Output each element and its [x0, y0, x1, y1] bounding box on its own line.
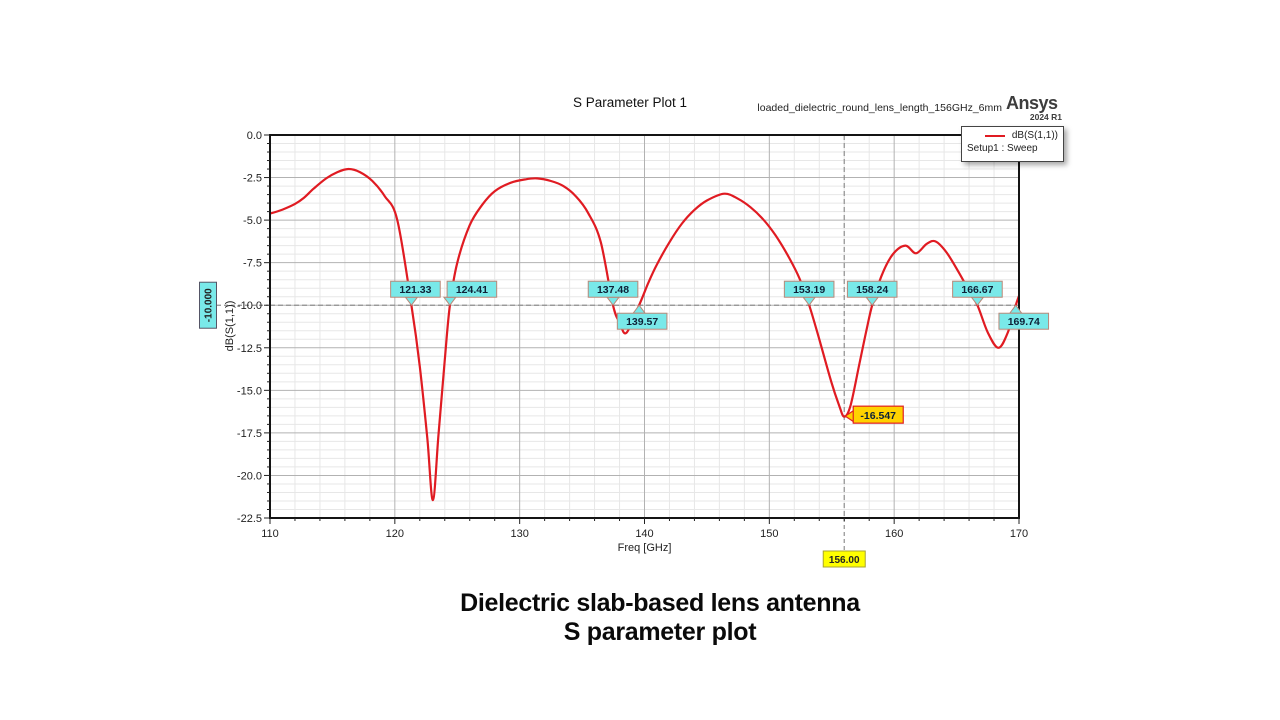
- x-tick-label: 130: [510, 528, 528, 540]
- svg-text:-16.547: -16.547: [860, 410, 896, 422]
- svg-text:158.24: 158.24: [856, 284, 888, 296]
- svg-text:156.00: 156.00: [829, 555, 860, 566]
- legend-trace-label: dB(S(1,1)): [1011, 130, 1058, 141]
- svg-text:137.48: 137.48: [597, 284, 629, 296]
- x-tick-label: 110: [261, 528, 279, 540]
- band-marker-137.48[interactable]: 137.48: [587, 280, 639, 307]
- svg-text:169.74: 169.74: [1008, 316, 1040, 328]
- band-marker-153.19[interactable]: 153.19: [783, 280, 835, 307]
- band-marker-121.33[interactable]: 121.33: [390, 280, 441, 307]
- x-tick-label: 140: [635, 528, 653, 540]
- legend-box[interactable]: dB(S(1,1)) Setup1 : Sweep: [961, 126, 1064, 162]
- axis-ticks: 110 120 130 140 150 160 170 0.0 -2.5 -5.0 -7.5 -10.…: [237, 130, 1028, 540]
- y-axis-title: dB(S(1,1)): [224, 301, 236, 352]
- ansys-brand-text: Ansys: [1006, 93, 1058, 113]
- svg-text:139.57: 139.57: [626, 316, 658, 328]
- legend-trace-row[interactable]: dB(S(1,1)): [967, 130, 1058, 141]
- svg-text:124.41: 124.41: [456, 284, 488, 296]
- y-tick-label: -22.5: [237, 513, 262, 525]
- ansys-logo: Ansys 2024 R1: [1006, 94, 1062, 122]
- reference-lines: [217, 135, 1019, 551]
- y-tick-label: -2.5: [243, 173, 262, 185]
- x-tick-label: 170: [1010, 528, 1028, 540]
- y-ref-label[interactable]: -10.000: [199, 281, 217, 329]
- x-axis-title: Freq [GHz]: [618, 542, 672, 554]
- svg-text:166.67: 166.67: [961, 284, 993, 296]
- band-marker-139.57[interactable]: 139.57: [616, 304, 668, 330]
- y-tick-label: -17.5: [237, 428, 262, 440]
- y-tick-label: -15.0: [237, 385, 262, 397]
- design-name-label: loaded_dielectric_round_lens_length_156G…: [757, 102, 1002, 114]
- y-tick-label: -5.0: [243, 215, 262, 227]
- x-ref-label[interactable]: 156.00: [822, 550, 866, 568]
- band-marker-169.74[interactable]: 169.74: [998, 304, 1050, 330]
- y-tick-label: -10.0: [237, 300, 262, 312]
- grid-major: [270, 135, 1019, 518]
- y-tick-label: 0.0: [247, 130, 262, 142]
- y-tick-label: -20.0: [237, 470, 262, 482]
- band-marker-158.24[interactable]: 158.24: [846, 280, 898, 307]
- y-tick-label: -12.5: [237, 343, 262, 355]
- band-marker-124.41[interactable]: 124.41: [442, 280, 498, 307]
- caption-line-2: S parameter plot: [563, 617, 757, 646]
- caption-line-1: Dielectric slab-based lens antenna: [460, 589, 860, 617]
- plot-title: S Parameter Plot 1: [572, 95, 688, 110]
- svg-text:121.33: 121.33: [399, 284, 431, 296]
- trace-color-swatch-icon: [984, 134, 1005, 137]
- y-tick-label: -7.5: [243, 258, 262, 270]
- x-tick-label: 160: [885, 528, 903, 540]
- x-tick-label: 120: [386, 528, 404, 540]
- svg-text:153.19: 153.19: [793, 284, 825, 296]
- ansys-version-text: 2024 R1: [1029, 112, 1062, 122]
- min-marker[interactable]: -16.547: [844, 405, 904, 424]
- figure-caption: Dielectric slab-based lens antenna S par…: [340, 589, 980, 647]
- legend-setup-label: Setup1 : Sweep: [967, 143, 1038, 154]
- x-tick-label: 150: [760, 528, 778, 540]
- svg-text:-10.000: -10.000: [204, 288, 215, 322]
- band-marker-166.67[interactable]: 166.67: [952, 280, 1003, 307]
